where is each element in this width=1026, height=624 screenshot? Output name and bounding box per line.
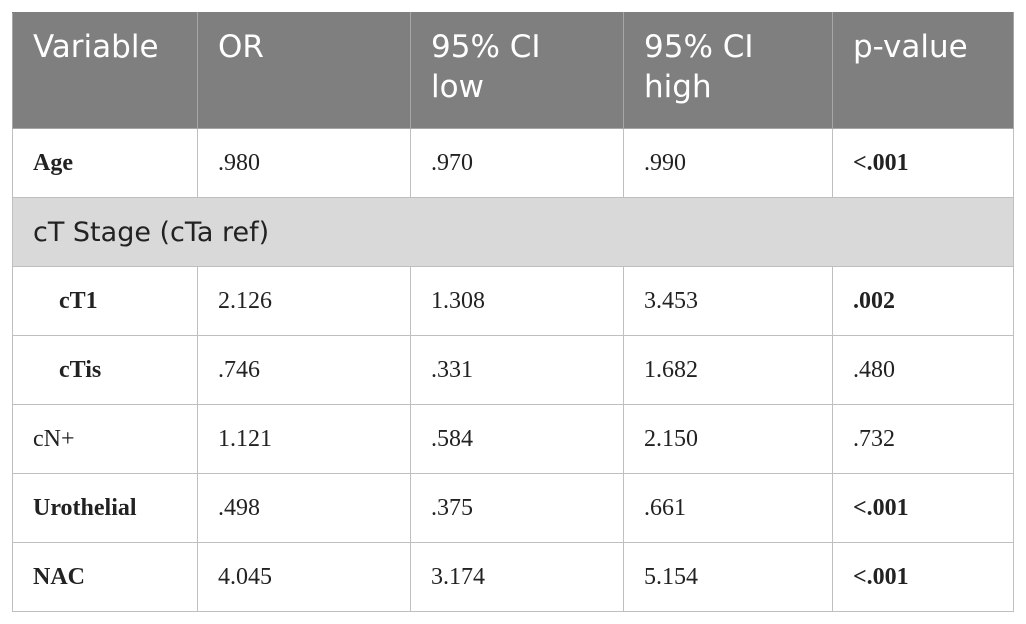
table-body: Age .980.970.990 <.001 cT Stage (cTa ref) cT… — [12, 128, 1014, 612]
table-row: cT1 2.126 1.308 3.453.002 — [12, 266, 1014, 336]
row-label: NAC — [12, 542, 198, 612]
header-cell: Variable — [12, 12, 198, 129]
row-label: cT1 — [12, 266, 198, 336]
table-row: NAC 4.045 3.174 5.154 <.001 — [12, 542, 1014, 612]
cell: .498 — [197, 473, 411, 543]
cell: 1.308 — [410, 266, 624, 336]
cell: 4.045 — [197, 542, 411, 612]
row-label: cN+ — [12, 404, 198, 474]
header-row: Variable OR 95% CI low 95% CI high p-value — [12, 12, 1014, 129]
cell: <.001 — [832, 542, 1014, 612]
cell: .375 — [410, 473, 624, 543]
table-row: cN+ 1.121.584 2.150.732 — [12, 404, 1014, 474]
cell: .480 — [832, 335, 1014, 405]
row-label: Age — [12, 128, 198, 198]
section-cell: cT Stage (cTa ref) — [12, 197, 1014, 267]
cell: .584 — [410, 404, 624, 474]
cell: <.001 — [832, 128, 1014, 198]
cell: .970 — [410, 128, 624, 198]
table-row: Urothelial .498.375.661 <.001 — [12, 473, 1014, 543]
cell: 1.121 — [197, 404, 411, 474]
header-cell: 95% CI low — [410, 12, 624, 129]
cell: 3.453 — [623, 266, 833, 336]
cell: 5.154 — [623, 542, 833, 612]
cell: <.001 — [832, 473, 1014, 543]
header-cell: p-value — [832, 12, 1014, 129]
table-row: Age .980.970.990 <.001 — [12, 128, 1014, 198]
row-label: cTis — [12, 335, 198, 405]
header-cell: 95% CI high — [623, 12, 833, 129]
header-cell: OR — [197, 12, 411, 129]
cell: 3.174 — [410, 542, 624, 612]
cell: .990 — [623, 128, 833, 198]
results-table: Variable OR 95% CI low 95% CI high p-value A… — [12, 12, 1014, 612]
row-label: Urothelial — [12, 473, 198, 543]
table-row: cT Stage (cTa ref) — [12, 197, 1014, 267]
cell: .331 — [410, 335, 624, 405]
cell: .980 — [197, 128, 411, 198]
cell: 1.682 — [623, 335, 833, 405]
cell: 2.126 — [197, 266, 411, 336]
cell: .732 — [832, 404, 1014, 474]
table-row: cTis .746.331 1.682.480 — [12, 335, 1014, 405]
cell: .661 — [623, 473, 833, 543]
cell: .746 — [197, 335, 411, 405]
cell: 2.150 — [623, 404, 833, 474]
cell: .002 — [832, 266, 1014, 336]
